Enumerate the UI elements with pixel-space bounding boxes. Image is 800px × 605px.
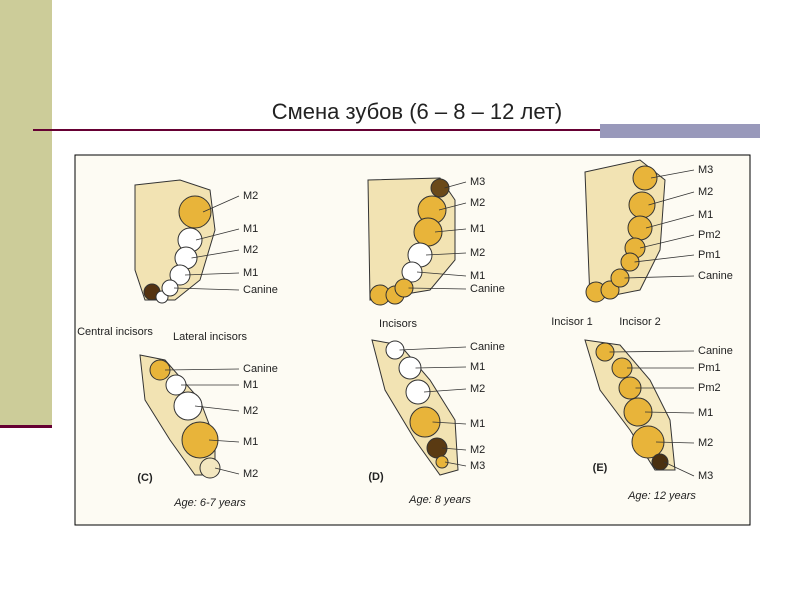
note-label: Incisors [379, 318, 417, 330]
leader-line [438, 202, 467, 211]
leader-line [663, 461, 695, 477]
leader-line [444, 461, 467, 467]
tooth-label: M1 [243, 267, 258, 279]
tooth-label: M2 [243, 244, 258, 256]
tooth-label: Canine [470, 283, 505, 295]
tooth [401, 261, 423, 283]
tooth-label: M1 [470, 361, 485, 373]
note-label: Lateral incisors [173, 331, 247, 343]
tooth-label: M2 [470, 444, 485, 456]
leader-line [408, 287, 467, 290]
leader-line [609, 350, 695, 353]
tooth-label: M2 [698, 186, 713, 198]
tooth-label: M1 [470, 223, 485, 235]
note-label: Central incisors [77, 326, 153, 338]
tooth-label: Pm1 [698, 249, 721, 261]
panel-letter: (D) [368, 471, 384, 483]
tooth-label: M2 [470, 197, 485, 209]
leader-line [173, 287, 240, 291]
slide-title: Смена зубов (6 – 8 – 12 лет) [272, 99, 563, 124]
leader-line [423, 388, 467, 393]
leader-line [195, 228, 240, 241]
leader-line [191, 249, 240, 259]
leader-line [634, 254, 695, 263]
tooth [435, 455, 449, 469]
leader-line [639, 234, 695, 249]
leader-line [399, 346, 467, 351]
tooth-label: Pm2 [698, 382, 721, 394]
leader-line [194, 405, 240, 412]
panel-age: Age: 6-7 years [173, 497, 246, 509]
note-label: Incisor 1 [551, 316, 593, 328]
leader-line [164, 368, 240, 371]
tooth-label: Canine [243, 284, 278, 296]
leader-line [208, 439, 240, 443]
tooth-label: M3 [470, 176, 485, 188]
leader-line [650, 169, 695, 179]
tooth-label: Canine [698, 345, 733, 357]
leader-line [416, 271, 467, 277]
tooth [651, 453, 669, 471]
tooth [627, 215, 653, 241]
tooth-label: M1 [470, 418, 485, 430]
tooth-label: M2 [470, 247, 485, 259]
tooth-label: M3 [470, 460, 485, 472]
tooth [178, 195, 212, 229]
panel-age: Age: 8 years [408, 494, 471, 506]
tooth-label: Pm2 [698, 229, 721, 241]
tooth [199, 457, 221, 479]
leader-line [648, 191, 695, 206]
tooth [628, 191, 656, 219]
tooth-label: M1 [698, 209, 713, 221]
title-bar [600, 124, 760, 138]
tooth-label: M2 [243, 190, 258, 202]
title-rule [33, 129, 600, 131]
tooth-label: Pm1 [698, 362, 721, 374]
leader-line [432, 421, 467, 425]
leader-line [434, 228, 467, 233]
leader-line [645, 214, 695, 229]
tooth-label: M2 [243, 405, 258, 417]
leader-line [655, 441, 695, 444]
tooth-label: M3 [698, 164, 713, 176]
tooth-label: Canine [470, 341, 505, 353]
tooth [181, 421, 219, 459]
tooth [430, 178, 450, 198]
tooth-label: Canine [243, 363, 278, 375]
panel-letter: (E) [593, 462, 608, 474]
tooth-label: M2 [243, 468, 258, 480]
leader-line [425, 252, 467, 256]
tooth [405, 379, 431, 405]
panel-age: Age: 12 years [627, 490, 696, 502]
leader-line [624, 275, 695, 279]
tooth-label: M1 [698, 407, 713, 419]
tooth-label: M1 [243, 436, 258, 448]
tooth [632, 165, 658, 191]
leader-line [202, 195, 240, 213]
leader-line [644, 411, 695, 414]
leader-line [214, 467, 240, 475]
tooth-label: M1 [243, 223, 258, 235]
tooth-label: M1 [470, 270, 485, 282]
tooth [620, 252, 640, 272]
tooth [173, 391, 203, 421]
leader-line [184, 272, 240, 276]
tooth [409, 406, 441, 438]
tooth-label: M1 [243, 379, 258, 391]
note-label: Incisor 2 [619, 316, 661, 328]
side-bar [0, 0, 52, 425]
tooth-label: M3 [698, 470, 713, 482]
panel-letter: (C) [137, 472, 153, 484]
side-rule [0, 425, 52, 428]
leader-line [441, 447, 467, 451]
tooth-label: M2 [698, 437, 713, 449]
tooth-label: Canine [698, 270, 733, 282]
leader-line [444, 181, 467, 189]
leader-line [415, 366, 467, 369]
tooth-label: M2 [470, 383, 485, 395]
